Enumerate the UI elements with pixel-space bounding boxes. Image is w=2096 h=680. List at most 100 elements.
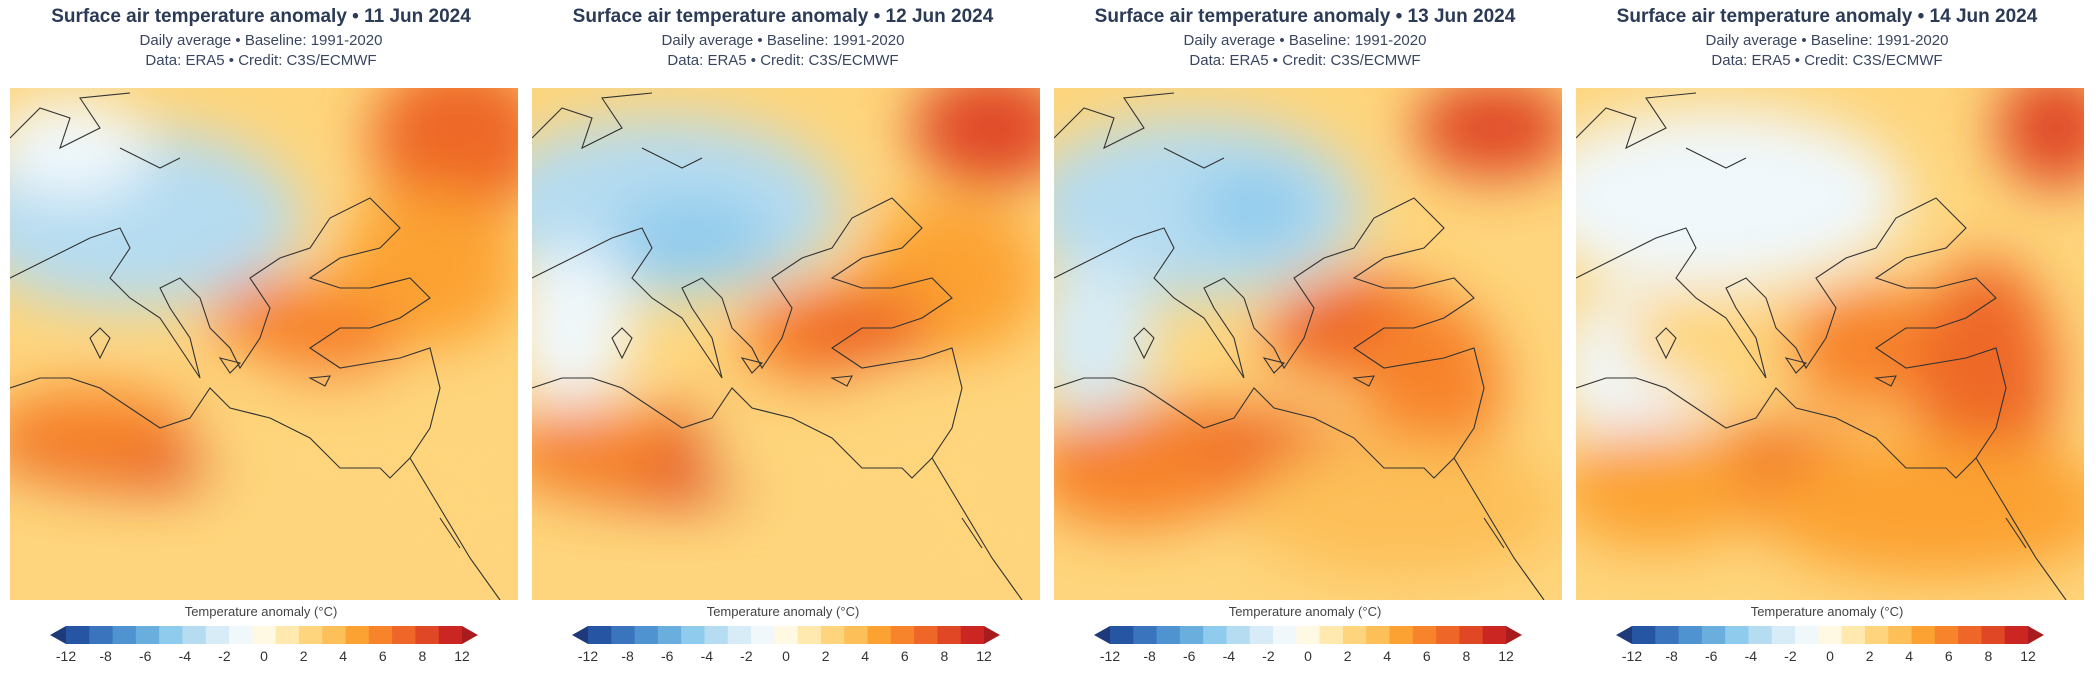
colorbar-tick-label: 12 [454,648,470,664]
coastline [532,92,1023,600]
anomaly-region [1054,428,1234,528]
anomaly-region [612,198,772,278]
colorbar-bin [135,626,160,644]
anomaly-region [702,388,1022,508]
colorbar-bin [681,626,705,644]
colorbar-bin [1203,626,1227,644]
colorbar-tick-label: -4 [1744,648,1758,664]
anomaly-region [1194,168,1314,248]
colorbar-tick-label: 0 [1826,648,1834,664]
colorbar-tick-label: -2 [218,648,231,664]
coastline [10,92,501,600]
colorbar-tick-label: 0 [260,648,268,664]
colorbar-bin [984,626,1000,644]
colorbar-bin [774,626,799,644]
panel-subtitle: Daily average • Baseline: 1991-2020 [1705,32,1949,49]
coastline [1576,92,2067,600]
colorbar-bin [960,626,985,644]
colorbar-bin [298,626,323,644]
colorbar-bin [1133,626,1158,644]
colorbar-tick-label: 12 [2020,648,2036,664]
colorbar-tick-label: -8 [621,648,634,664]
colorbar-tick-label: -2 [740,648,753,664]
colorbar-ticks: -12 -8 -6 -4 -2 0 2 4 6 8 12 [1616,648,2044,668]
colorbar-bin [89,626,114,644]
anomaly-region [1996,88,2084,188]
colorbar-bin [1748,626,1773,644]
colorbar-bin [112,626,137,644]
colorbar-bin [1436,626,1460,644]
anomaly-region [1244,438,1562,578]
colorbar-bin [1459,626,1484,644]
anomaly-map [532,88,1040,600]
colorbar-tick-label: -12 [1099,648,1121,664]
colorbar-bin [820,626,845,644]
colorbar-bin [252,626,277,644]
colorbar-bin [1678,626,1703,644]
colorbar-bin [1616,626,1632,644]
colorbar-bin [1771,626,1796,644]
panel-subtitle: Daily average • Baseline: 1991-2020 [139,32,383,49]
colorbar-bin [572,626,588,644]
panel-credit: Data: ERA5 • Credit: C3S/ECMWF [145,52,377,69]
anomaly-region [532,248,632,408]
colorbar-bin [1655,626,1680,644]
colorbar-tick-label: 4 [861,648,870,664]
colorbar-bin [1934,626,1959,644]
colorbar-bin [182,626,207,644]
colorbar-bin [1226,626,1251,644]
colorbar-bin [1389,626,1414,644]
colorbar-tick-label: 6 [1944,648,1953,664]
anomaly-map [1054,88,1562,600]
anomaly-region [912,88,1040,188]
colorbar-bin [867,626,892,644]
colorbar-bin [1632,626,1656,644]
colorbar-tick-label: 8 [418,648,427,664]
panel-credit: Data: ERA5 • Credit: C3S/ECMWF [667,52,899,69]
panel-title: Surface air temperature anomaly • 12 Jun… [572,6,994,27]
colorbar-label: Temperature anomaly (°C) [184,604,338,619]
colorbar-tick-label: 8 [1984,648,1993,664]
colorbar-tick-label: 4 [1383,648,1392,664]
colorbar-tick-label: 2 [1865,648,1874,664]
colorbar-bin [634,626,659,644]
anomaly-region [380,428,518,588]
colorbar-bin [1482,626,1507,644]
colorbar-tick-label: -8 [99,648,112,664]
colorbar-bin [50,626,66,644]
anomaly-region [1364,298,1504,478]
colorbar-bin [1319,626,1344,644]
colorbar-bin [704,626,729,644]
anomaly-map [1576,88,2084,600]
map-panel: Surface air temperature anomaly • 12 Jun… [522,0,1044,680]
anomaly-region [10,388,190,468]
colorbar-bin [392,626,416,644]
colorbar-bin [1864,626,1889,644]
anomaly-region [10,98,150,198]
colorbar-tick-label: -6 [138,648,152,664]
colorbar-bin [588,626,612,644]
panel-title: Surface air temperature anomaly • 14 Jun… [1616,6,2038,27]
colorbar-bin [1273,626,1297,644]
colorbar-tick-label: 2 [1343,648,1352,664]
colorbar-tick-label: 6 [1422,648,1431,664]
colorbar-bin [1366,626,1391,644]
colorbar-bin [797,626,822,644]
colorbar-label: Temperature anomaly (°C) [1750,604,1904,619]
colorbar-bin [914,626,938,644]
colorbar-tick-label: -8 [1143,648,1156,664]
colorbar-bin [1412,626,1437,644]
colorbar-bin [1094,626,1110,644]
colorbar-bin [1296,626,1321,644]
colorbar-tick-label: -6 [1182,648,1196,664]
anomaly-region [1916,258,2056,498]
map-panel: Surface air temperature anomaly • 14 Jun… [1566,0,2088,680]
colorbar-bin [159,626,183,644]
colorbar-bin [322,626,347,644]
colorbar-bin [1818,626,1843,644]
colorbar-bin [368,626,393,644]
colorbar-bin [229,626,253,644]
anomaly-region [370,88,518,218]
panel-title: Surface air temperature anomaly • 13 Jun… [1094,6,1516,27]
colorbar-label: Temperature anomaly (°C) [706,604,860,619]
